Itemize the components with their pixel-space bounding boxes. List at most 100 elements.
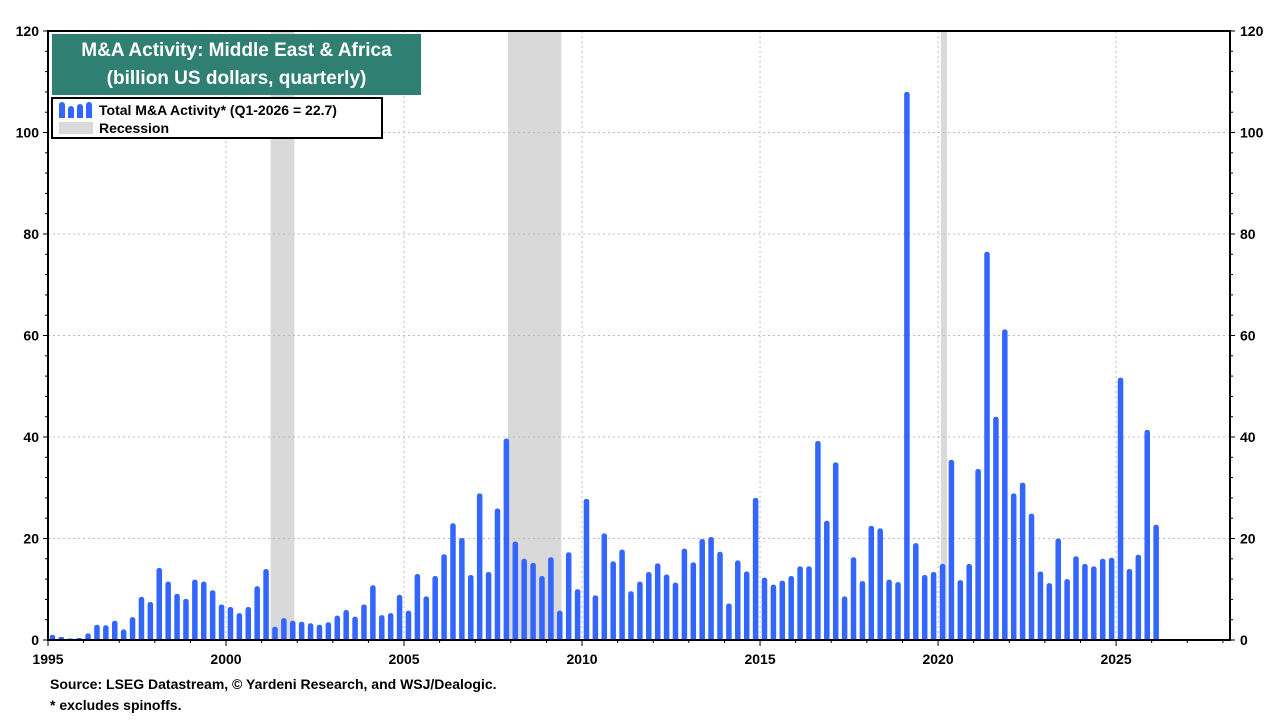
bar-q4 [85, 633, 91, 640]
bar-q73 [699, 539, 705, 640]
bar-q49 [485, 571, 492, 640]
legend-item-recession: Recession [59, 119, 169, 137]
bar-q117 [1091, 566, 1097, 640]
bar-q85 [806, 566, 812, 640]
bar-q17 [201, 581, 207, 640]
bar-q69 [663, 574, 670, 640]
bar-q45 [450, 523, 456, 640]
y-tick-label-right: 40 [1240, 429, 1256, 445]
legend-recession-swatch [59, 122, 93, 134]
legend-item-series: Total M&A Activity* (Q1-2026 = 22.7) [59, 101, 337, 119]
bar-q104 [975, 468, 981, 640]
source-note: Source: LSEG Datastream, © Yardeni Resea… [50, 676, 497, 692]
bar-q30 [316, 624, 323, 640]
bar-q28 [298, 621, 305, 640]
bar-q101 [948, 459, 955, 640]
bar-q81 [770, 584, 777, 640]
y-tick-label-right: 120 [1240, 23, 1264, 39]
bar-q100 [939, 563, 946, 640]
y-tick-label-left: 20 [23, 531, 39, 547]
bar-q33 [343, 610, 349, 640]
bar-series [49, 91, 1159, 640]
y-tick-label-left: 80 [23, 226, 39, 242]
legend-bar-swatch [59, 102, 93, 118]
footnote: * excludes spinoffs. [50, 697, 182, 713]
bar-q26 [281, 618, 287, 640]
bar-q90 [850, 557, 857, 640]
bar-q68 [654, 563, 661, 640]
bar-q46 [459, 537, 465, 640]
bar-q50 [494, 508, 501, 640]
bar-q98 [921, 575, 928, 640]
bar-q25 [272, 626, 278, 640]
bar-q97 [913, 543, 919, 640]
y-tick-label-left: 120 [16, 23, 40, 39]
bar-q47 [468, 575, 474, 640]
bar-q39 [396, 594, 403, 640]
bar-q56 [548, 557, 554, 640]
bar-q15 [183, 598, 189, 640]
bar-q19 [218, 604, 225, 640]
y-tick-label-left: 40 [23, 429, 39, 445]
y-tick-label-left: 60 [23, 328, 39, 344]
x-tick-label: 2005 [388, 651, 419, 667]
bar-q10 [138, 596, 145, 640]
bar-q67 [646, 571, 652, 640]
bar-q78 [743, 571, 750, 640]
bar-q95 [895, 582, 901, 640]
bar-q14 [174, 593, 180, 640]
bar-q124 [1153, 524, 1159, 640]
y-tick-label-right: 60 [1240, 328, 1256, 344]
y-tick-label-right: 80 [1240, 226, 1256, 242]
x-tick-label: 2025 [1100, 651, 1131, 667]
bar-q115 [1073, 556, 1079, 640]
bar-q122 [1135, 554, 1142, 640]
bar-q116 [1082, 563, 1088, 640]
bar-q55 [539, 576, 545, 640]
bar-q53 [521, 558, 527, 640]
bar-q91 [859, 581, 866, 640]
chart-subtitle: (billion US dollars, quarterly) [106, 68, 367, 89]
bar-q24 [263, 568, 269, 640]
bar-q121 [1126, 568, 1133, 640]
bar-q108 [1010, 493, 1017, 640]
bar-q29 [307, 623, 314, 640]
bar-q72 [690, 562, 697, 640]
bar-q106 [993, 416, 999, 640]
bar-q109 [1019, 482, 1026, 640]
bar-q6 [103, 625, 109, 640]
bar-q87 [824, 520, 830, 640]
bar-q23 [254, 586, 260, 640]
bar-q0 [49, 634, 56, 640]
y-tick-label-right: 20 [1240, 531, 1256, 547]
bar-q57 [557, 610, 563, 640]
bar-q32 [334, 615, 341, 640]
bar-q120 [1117, 377, 1124, 640]
bar-q8 [120, 629, 127, 640]
legend-recession-label: Recession [99, 120, 170, 136]
bar-q42 [423, 596, 430, 640]
bar-q43 [432, 576, 438, 640]
bar-q21 [236, 613, 243, 640]
bar-q88 [832, 462, 839, 640]
bar-q27 [290, 620, 296, 640]
bar-q13 [165, 581, 171, 640]
bar-q37 [379, 615, 385, 640]
bar-q89 [841, 596, 848, 640]
bar-q103 [966, 563, 972, 640]
bar-q96 [904, 91, 910, 640]
bar-q58 [565, 552, 572, 640]
bar-q5 [94, 624, 100, 640]
bar-q80 [761, 577, 768, 640]
y-tick-label-left: 0 [31, 632, 39, 648]
bar-q79 [752, 497, 759, 640]
bar-q76 [726, 603, 732, 640]
bar-q63 [610, 561, 616, 640]
bar-q62 [601, 533, 608, 640]
x-tick-label: 2010 [566, 651, 597, 667]
bar-q94 [886, 579, 892, 640]
bar-q107 [1002, 329, 1008, 640]
bar-q40 [405, 610, 412, 640]
bar-q118 [1099, 558, 1106, 640]
